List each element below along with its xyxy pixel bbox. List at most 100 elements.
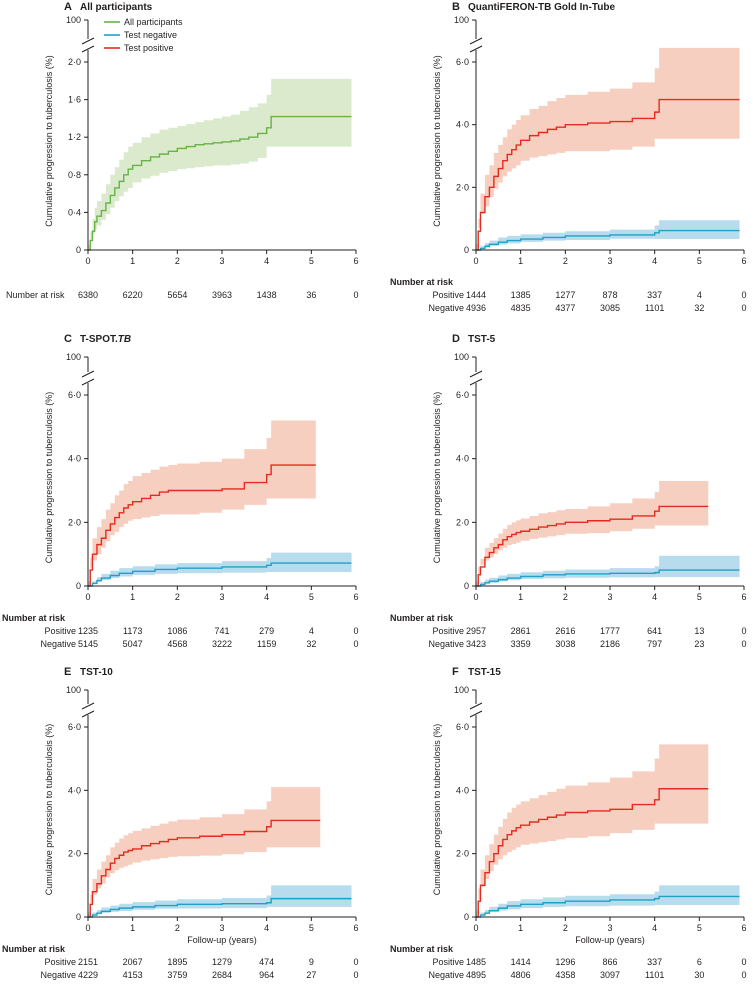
y-tick-label: 4·0 [456, 785, 469, 795]
risk-row-label: Negative [40, 970, 76, 980]
series-line-pos [476, 788, 709, 918]
axis-break-mark [469, 378, 483, 386]
risk-table: Number at risk Positive 2151 2067 1895 1279 47… [2, 944, 359, 980]
panel-letter: F [452, 666, 459, 678]
x-tick-label: 0 [473, 256, 478, 266]
x-tick-label: 2 [563, 923, 568, 933]
y-tick-label: 1·2 [68, 132, 81, 142]
x-tick-label: 2 [563, 256, 568, 266]
risk-title: Number at risk [2, 944, 66, 954]
y-tick-label: 100 [454, 15, 469, 25]
risk-cell: 4377 [555, 303, 575, 313]
risk-cell: 1777 [600, 626, 620, 636]
axis-break-mark [469, 710, 483, 718]
x-tick-label: 3 [219, 256, 224, 266]
x-tick-label: 4 [652, 923, 657, 933]
risk-cell: 0 [741, 626, 746, 636]
panel-a: A All participants 0 0·4 0·8 1·2 1·6 2·0 100 0 1 2 3… [6, 1, 359, 300]
x-tick-label: 4 [652, 592, 657, 602]
y-tick-label: 0 [76, 245, 81, 255]
risk-cell: 13 [694, 626, 704, 636]
panel-title: TST-15 [468, 667, 501, 678]
risk-cell: 1438 [257, 290, 277, 300]
risk-cell: 1385 [511, 290, 531, 300]
risk-cell: 866 [602, 957, 617, 967]
risk-cell: 30 [694, 970, 704, 980]
y-tick-label: 100 [454, 685, 469, 695]
series-line-pos [88, 464, 316, 587]
x-tick-label: 5 [309, 923, 314, 933]
y-tick-label: 0 [464, 912, 469, 922]
x-tick-label: 4 [264, 256, 269, 266]
x-tick-label: 0 [85, 923, 90, 933]
x-tick-label: 6 [353, 923, 358, 933]
risk-cell: 1296 [555, 957, 575, 967]
x-tick-label: 1 [130, 923, 135, 933]
y-tick-label: 0 [76, 581, 81, 591]
risk-table: Number at risk Positive 2957 2861 2616 1777 64… [390, 613, 747, 649]
risk-cell: 474 [259, 957, 274, 967]
x-tick-label: 6 [741, 592, 746, 602]
x-tick-label: 5 [697, 256, 702, 266]
risk-row-label: Positive [432, 626, 464, 636]
x-tick-label: 1 [130, 592, 135, 602]
risk-row-label: Number at risk [6, 290, 65, 300]
x-tick-label: 4 [264, 592, 269, 602]
axes [469, 356, 745, 590]
risk-cell: 3423 [466, 639, 486, 649]
risk-cell: 4 [309, 626, 314, 636]
risk-row-label: Positive [432, 290, 464, 300]
panel-letter: C [64, 333, 72, 345]
ci-band-pos [476, 47, 740, 251]
x-tick-label: 2 [175, 923, 180, 933]
y-tick-label: 0 [76, 912, 81, 922]
risk-cell: 32 [694, 303, 704, 313]
y-tick-label: 0·8 [68, 170, 81, 180]
x-tick-label: 0 [473, 923, 478, 933]
y-axis-label: Cumulative progression to tuberculosis (… [432, 392, 442, 564]
risk-cell: 4153 [123, 970, 143, 980]
axes [469, 19, 745, 254]
risk-cell: 0 [353, 957, 358, 967]
risk-title: Number at risk [2, 613, 66, 623]
ci-band-pos [476, 744, 709, 917]
risk-cell: 0 [353, 970, 358, 980]
risk-cell: 1895 [167, 957, 187, 967]
risk-cell: 4229 [78, 970, 98, 980]
risk-cell: 641 [647, 626, 662, 636]
panel-title: TST-10 [80, 667, 113, 678]
x-axis-label: Follow-up (years) [187, 935, 257, 945]
panel-title: All participants [80, 2, 153, 13]
y-tick-label: 2·0 [456, 849, 469, 859]
ci-band-neg [88, 885, 352, 917]
risk-cell: 36 [306, 290, 316, 300]
panel-letter: B [452, 1, 460, 13]
axis-break-mark [81, 378, 95, 386]
x-tick-label: 6 [353, 256, 358, 266]
axes [469, 689, 745, 921]
series-line-neg [88, 897, 352, 918]
panel-letter: E [64, 666, 71, 678]
risk-cell: 4358 [555, 970, 575, 980]
legend: All participants Test negative Test positi… [104, 17, 183, 53]
risk-cell: 6380 [78, 290, 98, 300]
risk-row-label: Negative [40, 639, 76, 649]
axis-break-mark [81, 370, 95, 378]
x-tick-label: 6 [353, 592, 358, 602]
risk-cell: 6 [697, 957, 702, 967]
risk-cell: 4895 [466, 970, 486, 980]
series-line-pos [476, 505, 709, 587]
series-line-neg [476, 569, 740, 587]
risk-cell: 964 [259, 970, 274, 980]
risk-cell: 4806 [511, 970, 531, 980]
risk-cell: 337 [647, 290, 662, 300]
x-tick-label: 1 [518, 923, 523, 933]
series-line-neg [476, 895, 740, 918]
x-tick-label: 0 [473, 592, 478, 602]
risk-cell: 3759 [167, 970, 187, 980]
legend-label: Test positive [124, 43, 174, 53]
axis-break-mark [469, 37, 483, 45]
risk-cell: 0 [741, 970, 746, 980]
x-tick-label: 2 [175, 592, 180, 602]
x-tick-label: 5 [697, 592, 702, 602]
